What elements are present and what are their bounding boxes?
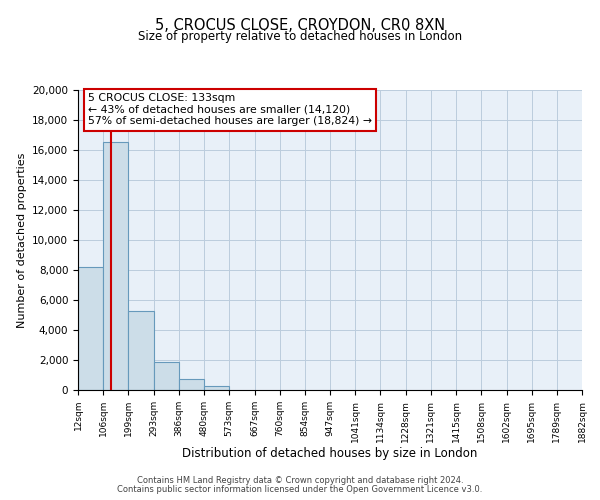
X-axis label: Distribution of detached houses by size in London: Distribution of detached houses by size … [182,448,478,460]
Text: 5 CROCUS CLOSE: 133sqm
← 43% of detached houses are smaller (14,120)
57% of semi: 5 CROCUS CLOSE: 133sqm ← 43% of detached… [88,93,372,126]
Bar [179,379,204,390]
Bar [204,386,229,390]
Bar [154,362,179,390]
Bar [78,267,103,390]
Text: Contains public sector information licensed under the Open Government Licence v3: Contains public sector information licen… [118,485,482,494]
Text: 5, CROCUS CLOSE, CROYDON, CR0 8XN: 5, CROCUS CLOSE, CROYDON, CR0 8XN [155,18,445,32]
Bar [128,310,154,390]
Bar [103,142,128,390]
Y-axis label: Number of detached properties: Number of detached properties [17,152,26,328]
Text: Contains HM Land Registry data © Crown copyright and database right 2024.: Contains HM Land Registry data © Crown c… [137,476,463,485]
Text: Size of property relative to detached houses in London: Size of property relative to detached ho… [138,30,462,43]
